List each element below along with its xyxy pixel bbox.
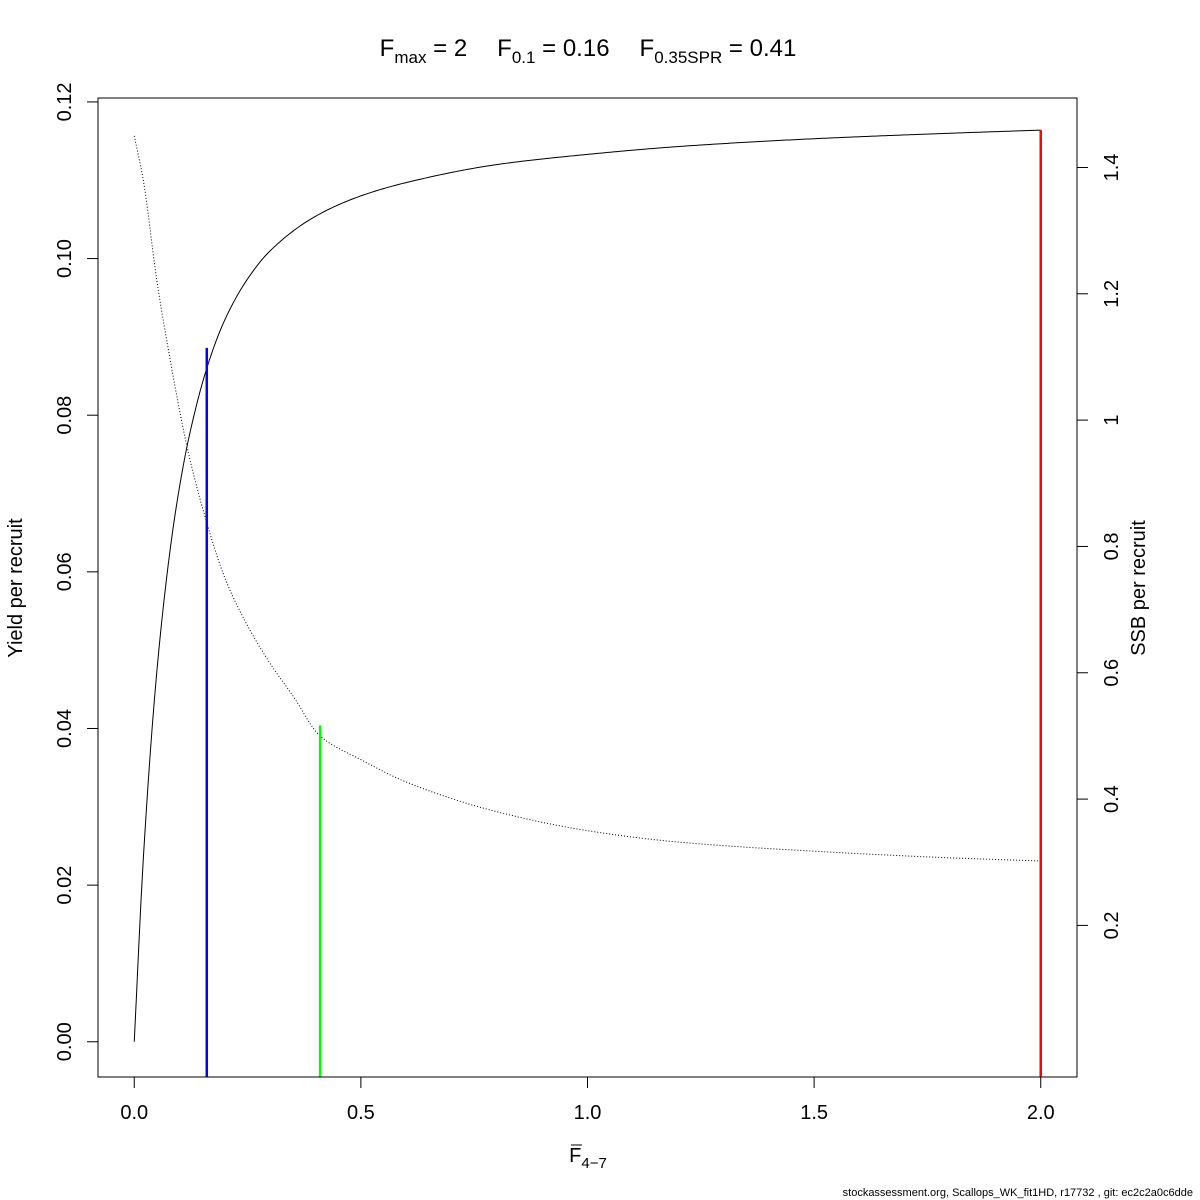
y-left-tick-label: 0.02 [54, 866, 76, 905]
y-right-tick-label: 1 [1101, 415, 1123, 426]
y-left-tick-label: 0.12 [54, 82, 76, 121]
y-left-axis-label: Yield per recruit [5, 518, 27, 658]
x-axis-label-symbol: F [569, 1145, 581, 1167]
y-right-tick-label: 1.4 [1101, 154, 1123, 182]
x-tick-label: 0.0 [120, 1102, 148, 1124]
y-right-tick-label: 1.2 [1101, 280, 1123, 308]
x-axis-label-text: F4−7 [569, 1145, 607, 1172]
title-value: = 2 [426, 35, 467, 62]
ssb-per-recruit-curve [133, 135, 1041, 862]
y-right-axis-label: SSB per recruit [1128, 520, 1150, 656]
title-value: = 0.16 [535, 35, 609, 62]
footer-text: stockassessment.org, Scallops_WK_fit1HD,… [843, 1187, 1193, 1199]
y-left-tick-label: 0.08 [54, 396, 76, 435]
y-left-axis: 0.00 0.02 0.04 0.06 0.08 0.10 0.12 [54, 82, 98, 1061]
yield-per-recruit-curve [133, 129, 1041, 1042]
y-left-tick-label: 0.04 [54, 709, 76, 748]
title-subscript: 0.35SPR [654, 48, 722, 67]
title-value: = 0.41 [722, 35, 796, 62]
chart-title-text: Fmax = 2 F0.1 = 0.16 F0.35SPR = 0.41 [380, 35, 797, 67]
y-right-tick-label: 0.6 [1101, 659, 1123, 687]
series-group [133, 129, 1041, 1042]
y-left-tick-label: 0.00 [54, 1022, 76, 1061]
chart-title: Fmax = 2 F0.1 = 0.16 F0.35SPR = 0.41 [380, 35, 797, 67]
x-axis: 0.0 0.5 1.0 1.5 2.0 [120, 1076, 1055, 1124]
y-left-tick-label: 0.06 [54, 552, 76, 591]
title-subscript: 0.1 [512, 48, 536, 67]
y-left-tick-label: 0.10 [54, 239, 76, 278]
y-right-tick-label: 0.8 [1101, 533, 1123, 561]
x-axis-label-subscript: 4−7 [581, 1155, 606, 1172]
reference-lines [205, 130, 1042, 1077]
x-tick-label: 0.5 [347, 1102, 375, 1124]
title-symbol: F [380, 35, 395, 62]
x-tick-label: 1.0 [574, 1102, 602, 1124]
y-right-tick-label: 0.2 [1101, 912, 1123, 940]
x-axis-label: F4−7 [569, 1144, 607, 1172]
plot-frame [97, 97, 1078, 1078]
y-right-tick-label: 0.4 [1101, 785, 1123, 813]
y-right-axis: 0.2 0.4 0.6 0.8 1 1.2 1.4 [1077, 154, 1123, 940]
title-subscript: max [394, 48, 427, 67]
title-symbol: F [640, 35, 655, 62]
x-tick-label: 2.0 [1027, 1102, 1055, 1124]
title-symbol: F [497, 35, 512, 62]
x-tick-label: 1.5 [800, 1102, 828, 1124]
